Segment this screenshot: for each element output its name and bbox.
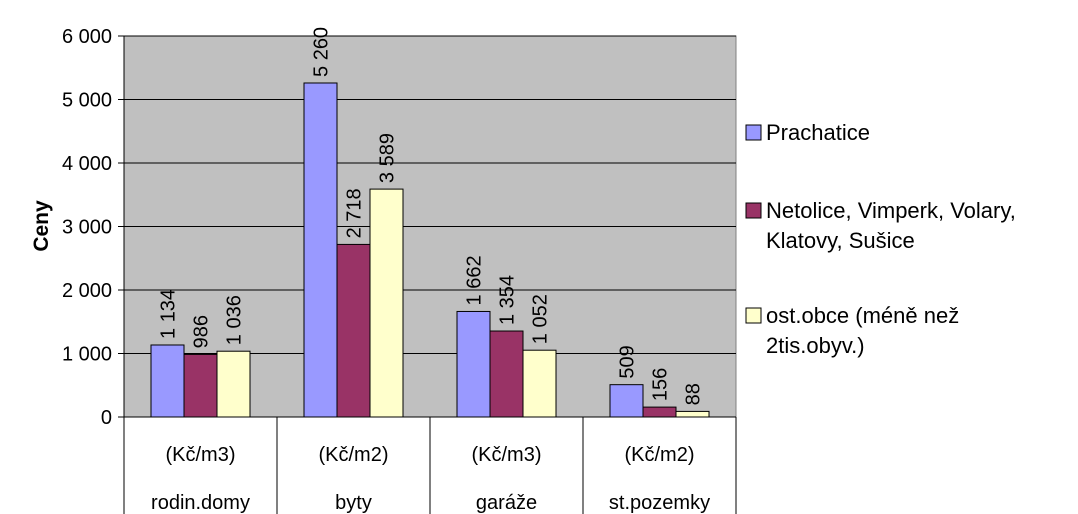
y-tick-label: 1 000 <box>62 344 112 366</box>
x-category-label: rodin.domy <box>151 492 250 514</box>
legend-label: 2tis.obyv.) <box>766 333 865 358</box>
legend-swatch <box>745 307 762 324</box>
legend: Prachatice Netolice, Vimperk, Volary, Klat… <box>745 120 1016 358</box>
x-category-label: st.pozemky <box>609 492 710 514</box>
bar <box>336 243 371 418</box>
data-label: 2 718 <box>344 188 366 238</box>
legend-label: Netolice, Vimperk, Volary, <box>766 198 1016 223</box>
bar <box>369 188 404 418</box>
x-unit-label: (Kč/m3) <box>472 444 542 466</box>
legend-label: Prachatice <box>766 120 870 145</box>
bar <box>522 349 557 418</box>
x-unit-label: (Kč/m2) <box>319 444 389 466</box>
legend-label: Klatovy, Sušice <box>766 228 915 253</box>
legend-swatch <box>745 202 762 219</box>
bar <box>150 344 185 418</box>
data-label: 1 052 <box>530 294 552 344</box>
y-tick-label: 5 000 <box>62 90 112 112</box>
data-label: 156 <box>650 368 672 401</box>
bar <box>609 384 644 418</box>
data-label: 5 260 <box>311 27 333 77</box>
y-axis-label: Ceny <box>30 200 53 252</box>
data-label: 1 662 <box>464 255 486 305</box>
x-category-label: byty <box>335 492 372 514</box>
bars <box>150 82 710 418</box>
y-tick-label: 2 000 <box>62 280 112 302</box>
bar <box>642 406 677 418</box>
x-axis: (Kč/m3) rodin.domy (Kč/m2) byty (Kč/m3) garáž… <box>123 416 737 514</box>
bar <box>675 410 710 418</box>
data-labels: 1 134 986 1 036 5 260 2 718 3 589 1 662 1 354 1 … <box>158 27 705 405</box>
y-axis: 0 1 000 2 000 3 000 4 000 5 000 6 000 <box>62 26 125 429</box>
y-tick-label: 3 000 <box>62 217 112 239</box>
data-label: 88 <box>683 383 705 405</box>
data-label: 1 354 <box>497 275 519 325</box>
data-label: 3 589 <box>377 133 399 183</box>
x-category-label: garáže <box>476 492 537 514</box>
data-label: 509 <box>617 345 639 378</box>
bar <box>489 330 524 418</box>
legend-swatch <box>745 124 762 141</box>
y-tick-label: 4 000 <box>62 153 112 175</box>
data-label: 986 <box>191 315 213 348</box>
bar <box>216 350 251 418</box>
y-tick-label: 0 <box>101 407 112 429</box>
bar <box>303 82 338 418</box>
data-label: 1 036 <box>224 295 246 345</box>
data-label: 1 134 <box>158 289 180 339</box>
bar <box>456 310 491 418</box>
x-unit-label: (Kč/m3) <box>166 444 236 466</box>
y-tick-label: 6 000 <box>62 26 112 48</box>
x-unit-label: (Kč/m2) <box>625 444 695 466</box>
bar <box>183 353 218 418</box>
legend-label: ost.obce (méně než <box>766 303 959 328</box>
